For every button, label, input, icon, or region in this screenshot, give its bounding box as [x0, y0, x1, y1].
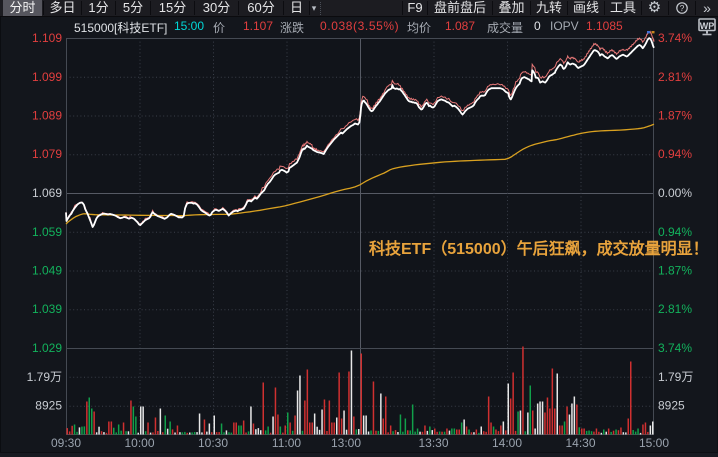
svg-text:2.81%: 2.81% — [658, 302, 692, 316]
svg-text:8925: 8925 — [35, 399, 62, 413]
svg-text:13:00: 13:00 — [331, 436, 361, 450]
svg-text:1.099: 1.099 — [32, 70, 62, 84]
svg-text:1.049: 1.049 — [32, 264, 62, 278]
svg-text:WP: WP — [700, 21, 715, 31]
svg-text:1.87%: 1.87% — [658, 264, 692, 278]
svg-text:2.81%: 2.81% — [658, 70, 692, 84]
svg-text:?: ? — [680, 3, 685, 13]
svg-text:1.059: 1.059 — [32, 225, 62, 239]
svg-text:11:00: 11:00 — [272, 436, 301, 450]
svg-text:0.94%: 0.94% — [658, 225, 692, 239]
svg-text:3.74%: 3.74% — [658, 31, 692, 45]
svg-text:1.79万: 1.79万 — [658, 370, 693, 384]
svg-text:09:30: 09:30 — [51, 436, 81, 450]
svg-text:1.069: 1.069 — [32, 186, 62, 200]
svg-text:1.039: 1.039 — [32, 302, 62, 316]
svg-text:1.87%: 1.87% — [658, 109, 692, 123]
svg-text:1.109: 1.109 — [32, 31, 62, 45]
svg-text:13:30: 13:30 — [418, 436, 448, 450]
svg-text:3.74%: 3.74% — [658, 341, 692, 355]
svg-text:1.089: 1.089 — [32, 109, 62, 123]
svg-text:10:00: 10:00 — [124, 436, 154, 450]
svg-text:0.94%: 0.94% — [658, 147, 692, 161]
svg-text:8925: 8925 — [658, 399, 685, 413]
svg-text:1.079: 1.079 — [32, 147, 62, 161]
svg-text:14:00: 14:00 — [492, 436, 522, 450]
svg-text:0.00%: 0.00% — [658, 186, 692, 200]
svg-text:15:00: 15:00 — [639, 436, 669, 450]
svg-text:14:30: 14:30 — [565, 436, 595, 450]
svg-text:1.79万: 1.79万 — [27, 370, 62, 384]
svg-text:10:30: 10:30 — [198, 436, 228, 450]
svg-text:1.029: 1.029 — [32, 341, 62, 355]
